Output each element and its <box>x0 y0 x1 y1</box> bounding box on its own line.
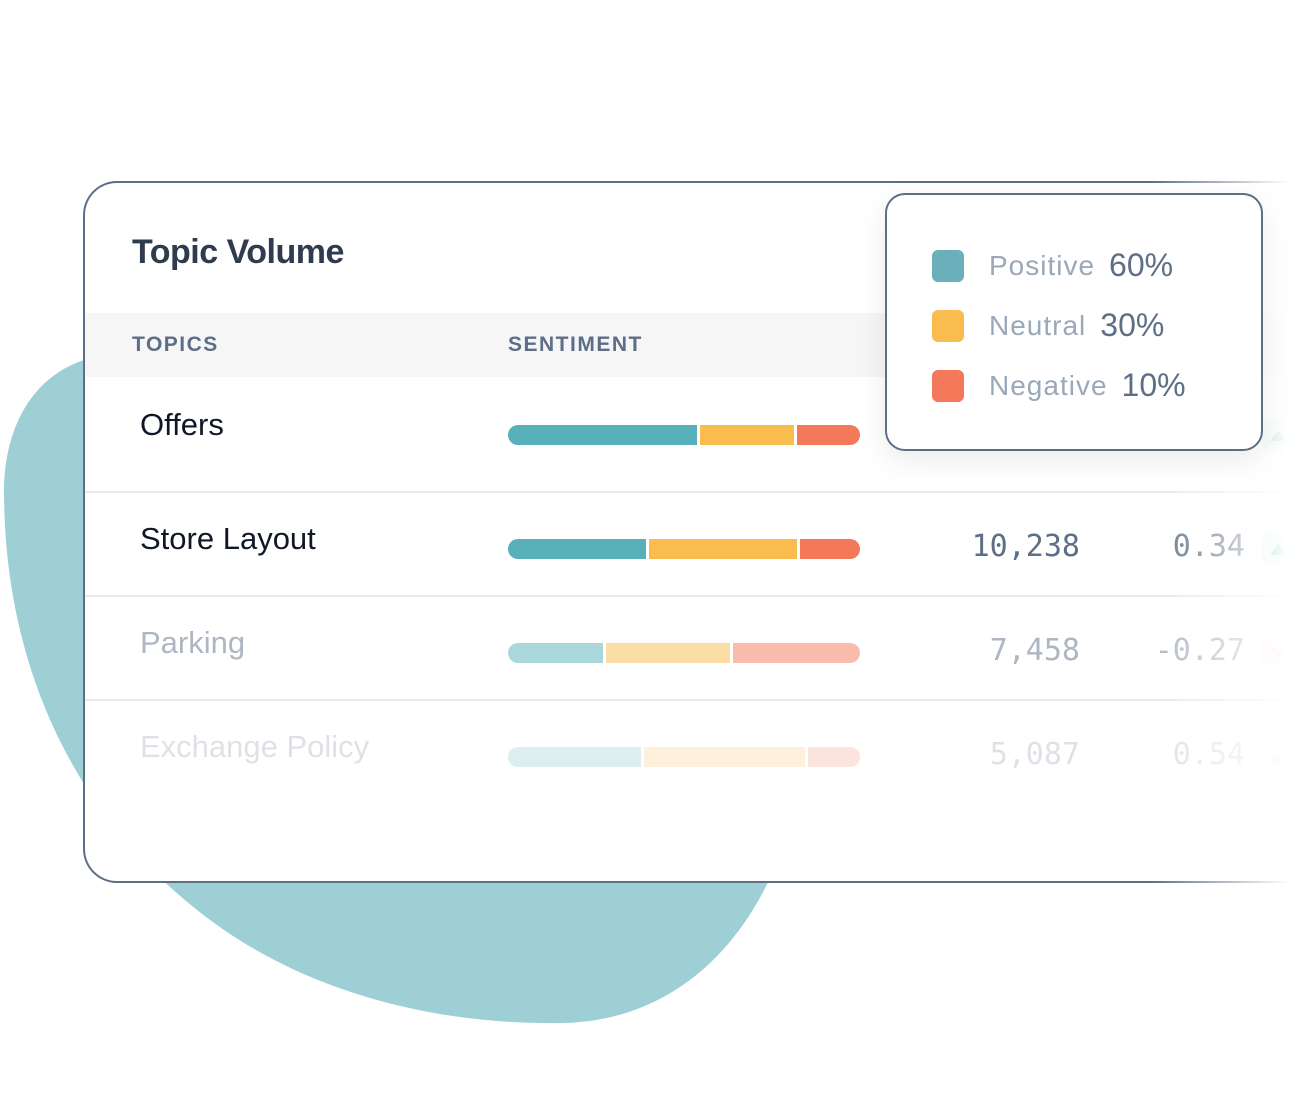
sentiment-bar <box>508 747 860 767</box>
trend-badge <box>1262 533 1294 565</box>
legend-item-neutral: Neutral 30% <box>932 307 1164 344</box>
sentiment-bar <box>508 539 860 559</box>
legend-label: Positive <box>989 249 1096 281</box>
legend-label: Neutral <box>989 309 1087 341</box>
sentiment-legend-tooltip: Positive 60% Neutral 30% Negative 10% <box>885 193 1263 451</box>
card-title: Topic Volume <box>132 233 344 271</box>
legend-label: Negative <box>989 369 1108 401</box>
legend-value: 10% <box>1121 367 1186 403</box>
header-sentiment: SENTIMENT <box>508 333 643 356</box>
arrow-up-icon <box>1270 429 1286 441</box>
arrow-down-icon <box>1270 647 1286 659</box>
table-row[interactable]: Exchange Policy 5,087 0.54 <box>85 699 1306 809</box>
negative-segment <box>807 747 860 767</box>
topic-name: Exchange Policy <box>140 729 370 764</box>
sentiment-score: 0.54 <box>1172 737 1245 772</box>
sentiment-bar <box>508 425 860 445</box>
positive-swatch <box>932 249 964 282</box>
table-row[interactable]: Store Layout 10,238 0.34 <box>85 491 1306 597</box>
topic-volume: 5,087 <box>989 737 1080 772</box>
positive-segment <box>508 747 641 767</box>
legend-item-positive: Positive 60% <box>932 247 1173 284</box>
header-topics: TOPICS <box>132 333 219 356</box>
sentiment-bar <box>508 643 860 663</box>
neutral-segment <box>699 425 795 445</box>
legend-value: 60% <box>1109 247 1174 283</box>
trend-badge <box>1262 741 1294 773</box>
legend-item-negative: Negative 10% <box>932 367 1186 404</box>
arrow-up-icon <box>1270 751 1286 763</box>
neutral-swatch <box>932 309 964 342</box>
neutral-segment <box>606 643 730 663</box>
arrow-up-icon <box>1270 543 1286 555</box>
sentiment-score: 0.34 <box>1172 529 1245 564</box>
positive-segment <box>508 425 697 445</box>
neutral-segment <box>648 539 797 559</box>
topic-volume: 7,458 <box>989 633 1080 668</box>
topic-name: Store Layout <box>140 521 316 556</box>
topic-name: Offers <box>140 407 224 442</box>
legend-value: 30% <box>1100 307 1165 343</box>
topic-volume: 10,238 <box>971 529 1080 564</box>
table-row[interactable]: Parking 7,458 -0.27 <box>85 595 1306 701</box>
positive-segment <box>508 643 604 663</box>
negative-segment <box>799 539 860 559</box>
trend-badge <box>1262 637 1294 669</box>
neutral-segment <box>643 747 805 767</box>
negative-segment <box>732 643 860 663</box>
topic-name: Parking <box>140 625 246 660</box>
negative-segment <box>797 425 860 445</box>
negative-swatch <box>932 369 964 402</box>
sentiment-score: -0.27 <box>1154 633 1245 668</box>
trend-badge <box>1262 419 1294 451</box>
positive-segment <box>508 539 646 559</box>
